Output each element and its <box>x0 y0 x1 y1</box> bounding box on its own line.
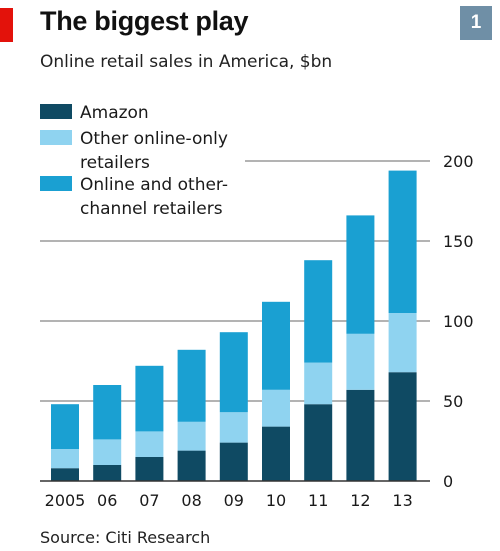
bar-segment <box>262 389 290 427</box>
bar-segment <box>93 439 122 465</box>
x-tick-label: 09 <box>224 491 244 510</box>
bar-segment <box>346 215 375 334</box>
legend-swatch <box>40 104 72 119</box>
y-tick-label: 0 <box>443 472 453 491</box>
source-note: Source: Citi Research <box>40 528 211 547</box>
bar-segment <box>262 301 290 390</box>
bar-segment <box>388 313 417 373</box>
chart-subtitle: Online retail sales in America, $bn <box>40 52 333 72</box>
bar-segment <box>262 426 290 481</box>
bar-segment <box>135 365 164 432</box>
bar-segment <box>93 465 122 481</box>
x-tick-label: 06 <box>97 491 117 510</box>
legend-label: Online and other- <box>80 175 228 195</box>
legend-label: retailers <box>80 153 150 173</box>
bar-segment <box>304 260 333 363</box>
bar-segment <box>135 431 164 457</box>
x-tick-label: 07 <box>139 491 159 510</box>
chart-number-badge: 1 <box>460 6 492 40</box>
bar-segment <box>177 349 206 422</box>
legend-swatch <box>40 176 72 191</box>
y-tick-label: 50 <box>443 392 463 411</box>
x-tick-label: 11 <box>308 491 328 510</box>
y-tick-label: 200 <box>443 152 474 171</box>
legend-swatch <box>40 130 72 145</box>
bar-segment <box>177 450 206 481</box>
bar-segment <box>219 412 248 443</box>
legend-label: channel retailers <box>80 199 223 219</box>
bar-segment <box>304 404 333 481</box>
bar-segment <box>177 421 206 451</box>
bar-segment <box>388 372 417 481</box>
bar-segment <box>93 385 122 440</box>
bar-segment <box>219 442 248 481</box>
x-tick-label: 13 <box>392 491 412 510</box>
x-tick-label: 08 <box>181 491 201 510</box>
bar-segment <box>304 362 333 405</box>
bar-segment <box>219 332 248 413</box>
y-tick-label: 150 <box>443 232 474 251</box>
y-tick-label: 100 <box>443 312 474 331</box>
x-tick-label: 10 <box>266 491 286 510</box>
bar-segment <box>51 468 79 481</box>
bar-segment <box>346 389 375 481</box>
bar-segment <box>51 404 79 449</box>
bar-segment <box>346 333 375 390</box>
x-tick-label: 12 <box>350 491 370 510</box>
bar-segment <box>388 170 417 313</box>
brand-red-tab <box>0 8 13 42</box>
x-tick-label: 2005 <box>45 491 86 510</box>
chart-title: The biggest play <box>40 6 249 36</box>
legend-label: Other online-only <box>80 129 228 149</box>
legend-label: Amazon <box>80 103 149 123</box>
bar-segment <box>51 449 79 469</box>
bar-segment <box>135 457 164 481</box>
